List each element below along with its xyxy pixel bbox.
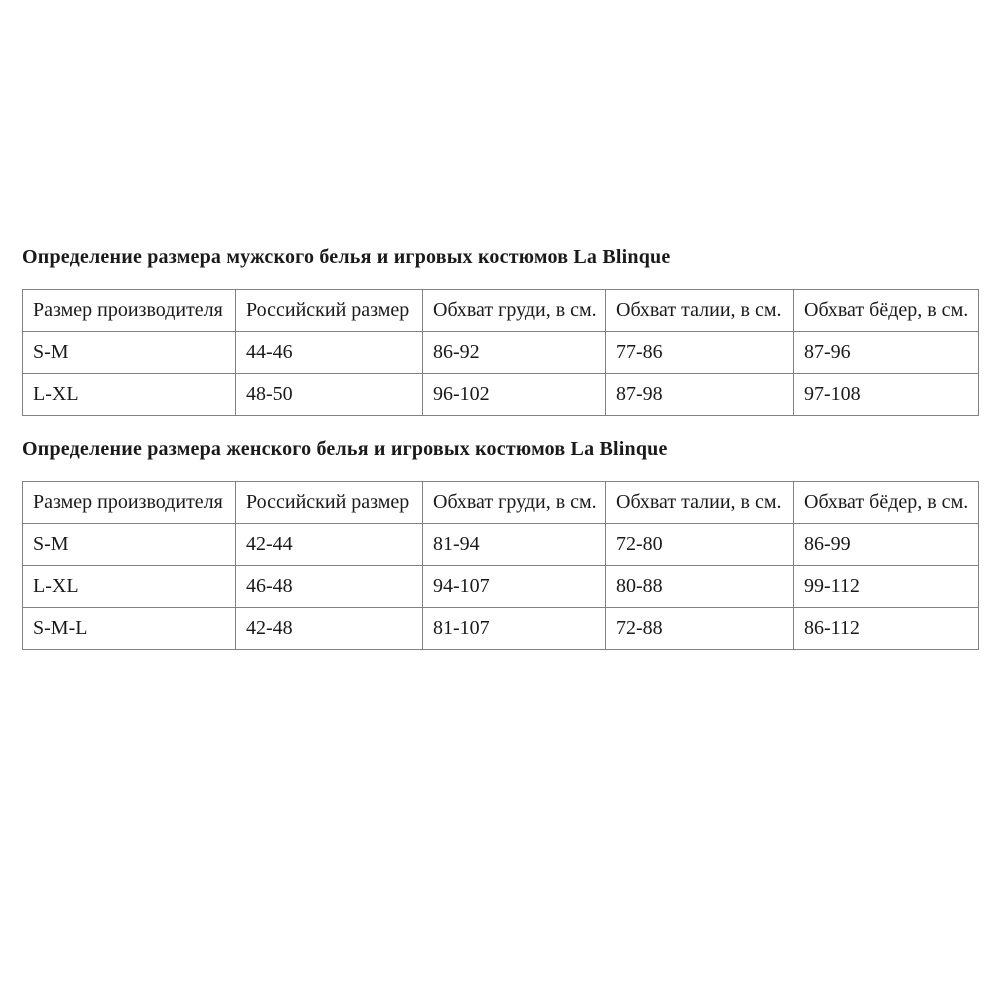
table-cell: S-M — [22, 523, 236, 566]
womens-sizing-section: Определение размера женского белья и игр… — [22, 437, 979, 650]
column-header-hips: Обхват бёдер, в см. — [793, 481, 979, 524]
table-cell: L-XL — [22, 373, 236, 416]
table-cell: 44-46 — [235, 331, 423, 374]
column-header-manufacturer-size: Размер производителя — [22, 289, 236, 332]
table-row: S-M-L 42-48 81-107 72-88 86-112 — [22, 607, 979, 650]
table-cell: 81-94 — [422, 523, 606, 566]
column-header-chest: Обхват груди, в см. — [422, 289, 606, 332]
table-cell: 72-88 — [605, 607, 794, 650]
table-cell: 87-96 — [793, 331, 979, 374]
table-row: S-M 42-44 81-94 72-80 86-99 — [22, 523, 979, 566]
table-cell: 97-108 — [793, 373, 979, 416]
table-cell: 96-102 — [422, 373, 606, 416]
column-header-waist: Обхват талии, в см. — [605, 289, 794, 332]
table-cell: 72-80 — [605, 523, 794, 566]
table-cell: 94-107 — [422, 565, 606, 608]
table-cell: S-M-L — [22, 607, 236, 650]
table-row: L-XL 48-50 96-102 87-98 97-108 — [22, 373, 979, 416]
table-row: L-XL 46-48 94-107 80-88 99-112 — [22, 565, 979, 608]
table-cell: 86-92 — [422, 331, 606, 374]
table-cell: 48-50 — [235, 373, 423, 416]
column-header-russian-size: Российский размер — [235, 481, 423, 524]
column-header-manufacturer-size: Размер производителя — [22, 481, 236, 524]
womens-size-table: Размер производителя Российский размер О… — [22, 481, 979, 650]
table-cell: 81-107 — [422, 607, 606, 650]
table-cell: 46-48 — [235, 565, 423, 608]
womens-sizing-heading: Определение размера женского белья и игр… — [22, 438, 668, 460]
mens-sizing-heading: Определение размера мужского белья и игр… — [22, 246, 671, 268]
column-header-hips: Обхват бёдер, в см. — [793, 289, 979, 332]
table-cell: 86-112 — [793, 607, 979, 650]
table-cell: 77-86 — [605, 331, 794, 374]
mens-size-table: Размер производителя Российский размер О… — [22, 289, 979, 416]
table-header-row: Размер производителя Российский размер О… — [22, 289, 979, 332]
mens-sizing-section: Определение размера мужского белья и игр… — [22, 245, 979, 416]
table-cell: 42-48 — [235, 607, 423, 650]
table-row: S-M 44-46 86-92 77-86 87-96 — [22, 331, 979, 374]
column-header-chest: Обхват груди, в см. — [422, 481, 606, 524]
column-header-russian-size: Российский размер — [235, 289, 423, 332]
table-cell: 80-88 — [605, 565, 794, 608]
table-cell: 99-112 — [793, 565, 979, 608]
table-cell: L-XL — [22, 565, 236, 608]
column-header-waist: Обхват талии, в см. — [605, 481, 794, 524]
table-cell: 87-98 — [605, 373, 794, 416]
table-cell: 42-44 — [235, 523, 423, 566]
table-cell: S-M — [22, 331, 236, 374]
table-cell: 86-99 — [793, 523, 979, 566]
table-header-row: Размер производителя Российский размер О… — [22, 481, 979, 524]
